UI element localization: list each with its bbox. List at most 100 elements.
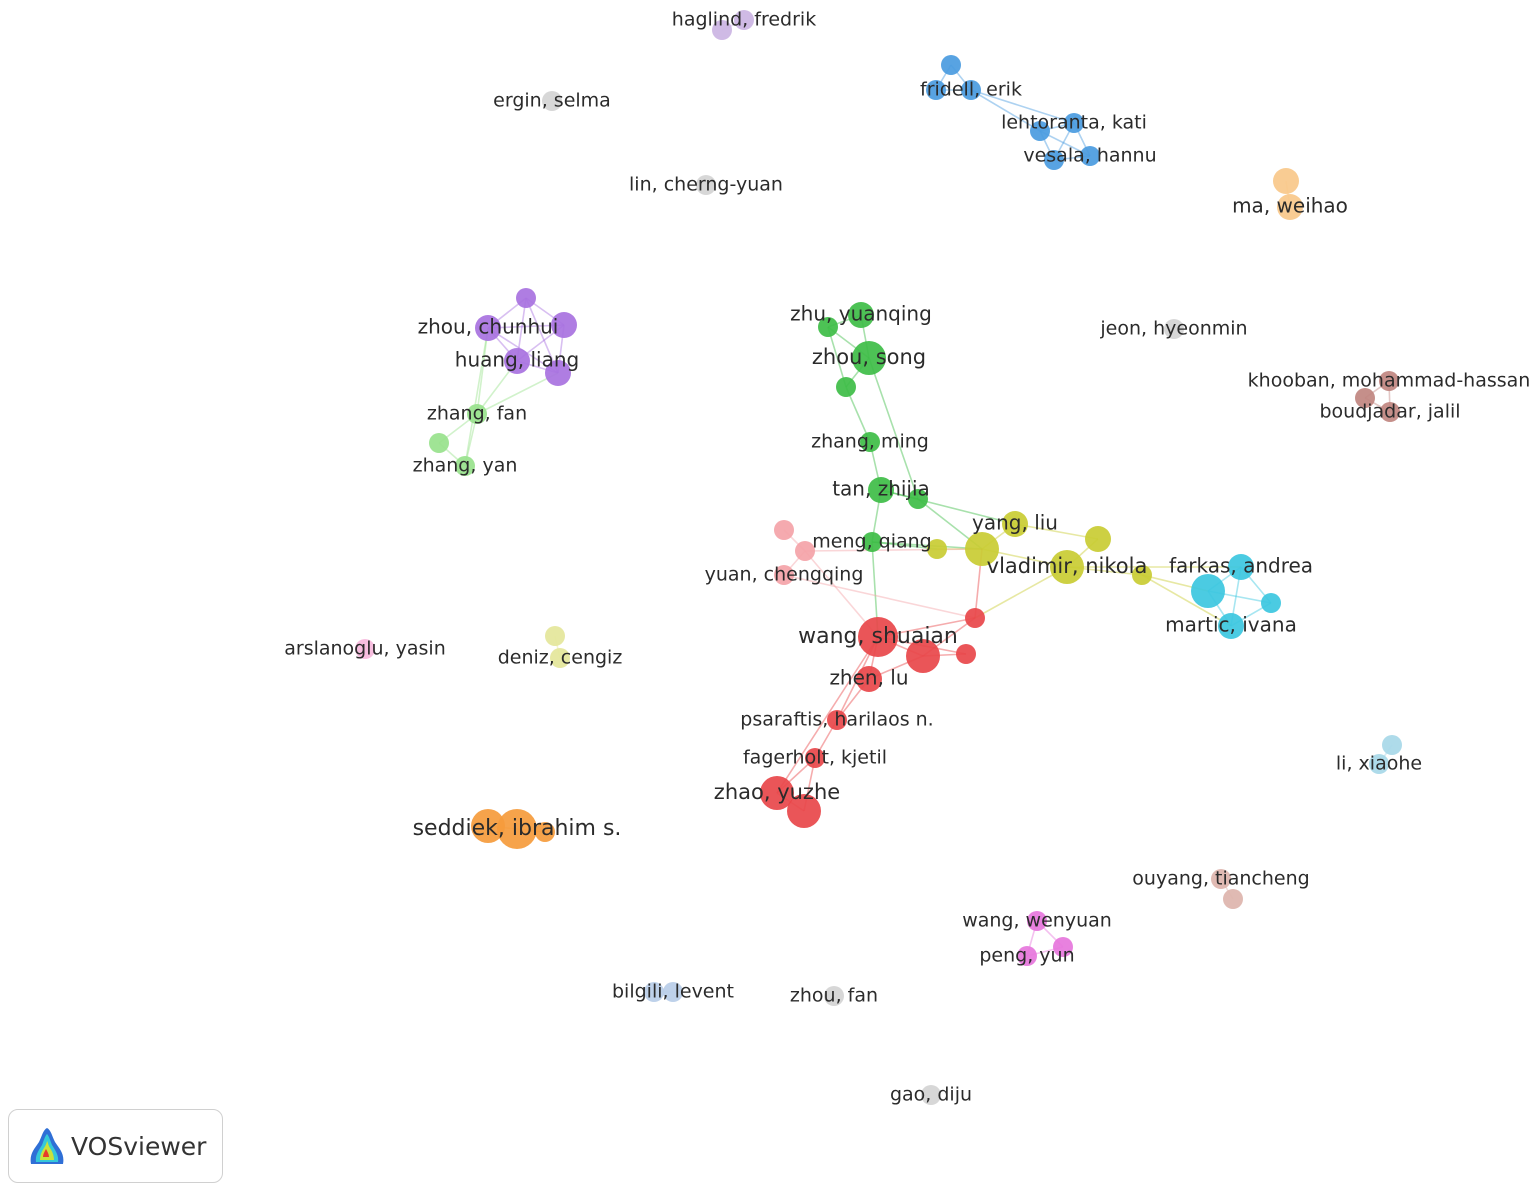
network-node[interactable] (941, 55, 961, 75)
network-link (783, 574, 976, 619)
network-node[interactable] (824, 986, 844, 1006)
network-node[interactable] (1064, 113, 1084, 133)
network-node[interactable] (455, 456, 475, 476)
network-node[interactable] (516, 288, 536, 308)
network-node[interactable] (1273, 168, 1299, 194)
network-node[interactable] (1380, 402, 1400, 422)
node-label: fagerholt, kjetil (743, 747, 887, 769)
network-node[interactable] (696, 175, 716, 195)
network-link (1141, 574, 1232, 627)
network-node[interactable] (961, 80, 981, 100)
network-node[interactable] (1379, 371, 1399, 391)
network-link (804, 548, 983, 552)
network-node[interactable] (787, 794, 821, 828)
node-label: zhu, yuanqing (790, 302, 932, 326)
network-link (476, 372, 559, 415)
node-label: ergin, selma (493, 90, 611, 112)
network-node[interactable] (1085, 526, 1111, 552)
network-node[interactable] (1369, 754, 1389, 774)
network-node[interactable] (858, 617, 898, 657)
network-node[interactable] (471, 809, 505, 843)
network-node[interactable] (965, 532, 999, 566)
network-node[interactable] (1030, 121, 1050, 141)
network-node[interactable] (1355, 388, 1375, 408)
network-node[interactable] (1002, 511, 1028, 537)
network-node[interactable] (862, 532, 882, 552)
network-node[interactable] (836, 377, 856, 397)
network-node[interactable] (535, 822, 555, 842)
network-link (970, 89, 1075, 124)
network-node[interactable] (1218, 613, 1244, 639)
vosviewer-badge[interactable]: VOSviewer (8, 1109, 223, 1183)
network-nodes (355, 10, 1402, 1105)
network-node[interactable] (795, 541, 815, 561)
network-node[interactable] (467, 404, 487, 424)
network-node[interactable] (551, 312, 577, 338)
network-link (880, 489, 1016, 525)
node-label: gao, diju (890, 1084, 972, 1106)
node-label: meng, qiang (812, 531, 931, 553)
network-link (464, 327, 489, 467)
network-node[interactable] (805, 748, 825, 768)
network-node[interactable] (545, 360, 571, 386)
network-node[interactable] (1191, 574, 1225, 608)
network-node[interactable] (860, 432, 880, 452)
network-node[interactable] (818, 317, 838, 337)
network-node[interactable] (1382, 735, 1402, 755)
network-node[interactable] (1132, 565, 1152, 585)
node-label: lin, cherng-yuan (629, 174, 783, 196)
network-node[interactable] (644, 982, 664, 1002)
network-node[interactable] (429, 433, 449, 453)
node-label: martic, ivana (1165, 613, 1297, 637)
node-label: haglind, fredrik (672, 9, 816, 31)
network-node[interactable] (1277, 194, 1303, 220)
network-node[interactable] (760, 776, 794, 810)
network-node[interactable] (1261, 593, 1281, 613)
node-label: farkas, andrea (1169, 554, 1313, 578)
network-node[interactable] (774, 520, 794, 540)
network-node[interactable] (965, 608, 985, 628)
network-node[interactable] (504, 348, 530, 374)
network-node[interactable] (927, 539, 947, 559)
network-node[interactable] (663, 982, 683, 1002)
network-node[interactable] (956, 644, 976, 664)
network-node[interactable] (774, 565, 794, 585)
network-node[interactable] (1080, 146, 1100, 166)
network-node[interactable] (355, 639, 375, 659)
network-node[interactable] (497, 809, 537, 849)
network-node[interactable] (1017, 946, 1037, 966)
node-label: peng, yun (979, 945, 1074, 967)
network-node[interactable] (868, 477, 894, 503)
node-label: vesala, hannu (1023, 145, 1156, 167)
network-labels: haglind, fredrik ergin, selma fridell, eri… (284, 9, 1530, 1106)
network-node[interactable] (475, 315, 501, 341)
network-node[interactable] (734, 10, 754, 30)
network-node[interactable] (1027, 911, 1047, 931)
network-node[interactable] (1228, 554, 1254, 580)
network-node[interactable] (1053, 937, 1073, 957)
network-node[interactable] (1211, 869, 1231, 889)
network-node[interactable] (827, 710, 847, 730)
node-label: arslanoglu, yasin (284, 638, 446, 660)
network-node[interactable] (908, 489, 928, 509)
network-node[interactable] (926, 80, 946, 100)
node-label: psaraftis, harilaos n. (740, 709, 933, 731)
network-node[interactable] (921, 1085, 941, 1105)
network-link (871, 541, 983, 550)
network-node[interactable] (1044, 150, 1064, 170)
network-node[interactable] (1050, 550, 1084, 584)
node-label: zhang, ming (811, 431, 929, 453)
network-node[interactable] (856, 666, 882, 692)
network-link (525, 297, 559, 374)
network-node[interactable] (1164, 319, 1184, 339)
network-node[interactable] (848, 302, 874, 328)
network-node[interactable] (852, 341, 886, 375)
network-node[interactable] (1223, 889, 1243, 909)
network-node[interactable] (542, 91, 562, 111)
network-node[interactable] (906, 639, 940, 673)
node-label: zhou, fan (790, 985, 878, 1007)
network-node[interactable] (712, 20, 732, 40)
network-node[interactable] (550, 648, 570, 668)
network-link (476, 327, 489, 415)
network-node[interactable] (545, 626, 565, 646)
